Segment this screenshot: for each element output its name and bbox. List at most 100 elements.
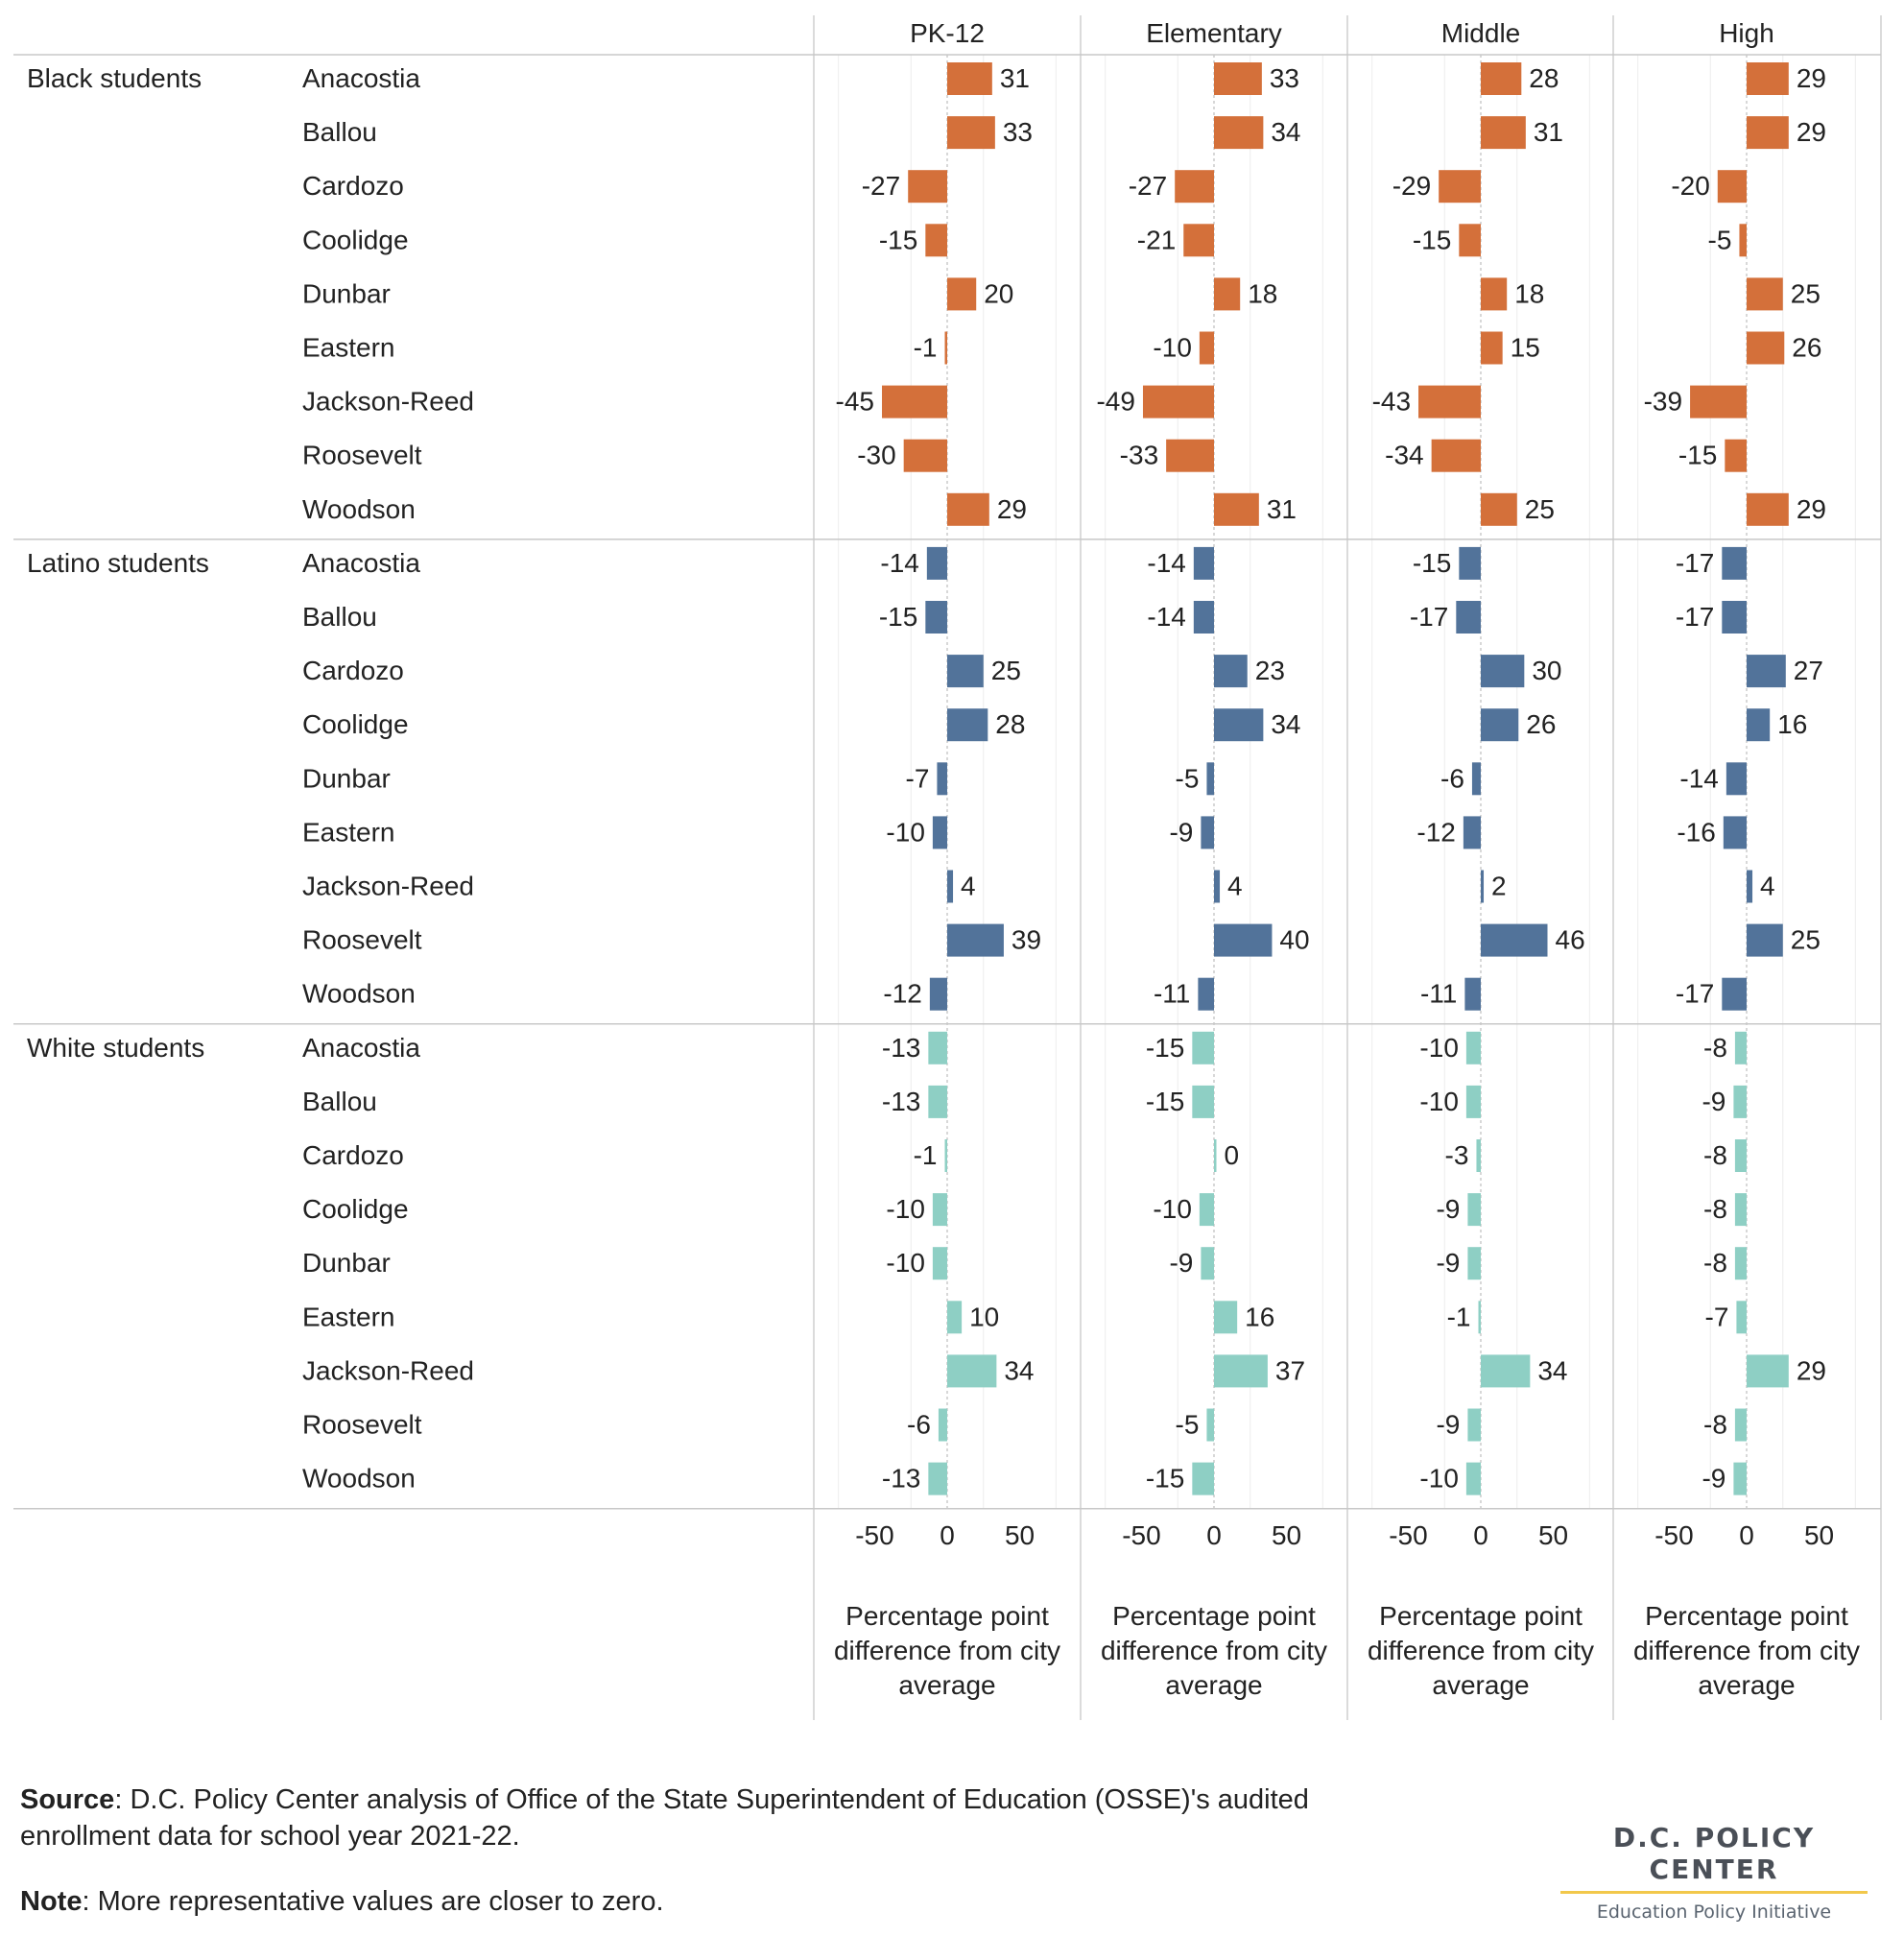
bar	[1175, 170, 1214, 203]
school-label: Ballou	[302, 1087, 377, 1116]
data-label: 31	[1534, 117, 1563, 147]
bar	[947, 655, 984, 688]
school-label: Coolidge	[302, 225, 409, 254]
bar	[1481, 116, 1526, 150]
tick-label: -50	[1389, 1520, 1427, 1550]
bar	[1192, 1462, 1214, 1495]
data-label: 33	[1270, 63, 1299, 93]
data-label: 40	[1279, 925, 1309, 955]
data-label: 4	[961, 872, 976, 901]
tick-label: 50	[1272, 1520, 1301, 1550]
bar	[1739, 224, 1747, 257]
bar	[947, 62, 992, 95]
school-label: Anacostia	[302, 1033, 420, 1063]
data-label: 29	[1797, 63, 1826, 93]
school-label: Cardozo	[302, 171, 404, 201]
data-label: 18	[1248, 278, 1277, 308]
data-label: -11	[1420, 979, 1457, 1009]
school-label: Dunbar	[302, 278, 391, 308]
bar	[1725, 439, 1747, 472]
bar	[1747, 492, 1789, 526]
axis-title-line: difference from city	[834, 1636, 1060, 1665]
bar	[928, 1031, 947, 1064]
data-label: -6	[1440, 763, 1464, 793]
bar	[1214, 1354, 1268, 1388]
data-label: -27	[862, 171, 900, 201]
source-label: Source	[20, 1784, 115, 1815]
data-label: 15	[1511, 333, 1540, 363]
school-label: Jackson-Reed	[302, 387, 474, 417]
axis-title-line: difference from city	[1633, 1636, 1860, 1665]
data-label: -27	[1129, 171, 1167, 201]
logo-name: D.C. POLICY CENTER	[1560, 1822, 1868, 1894]
bar	[1726, 762, 1747, 796]
bar	[1481, 331, 1503, 365]
bar	[1456, 601, 1481, 634]
tick-label: 0	[1739, 1520, 1754, 1550]
data-label: 27	[1794, 656, 1823, 685]
school-label: Woodson	[302, 494, 416, 524]
data-label: -1	[914, 333, 938, 363]
data-label: -10	[1419, 1464, 1458, 1494]
bar	[947, 870, 954, 903]
bar	[1747, 1354, 1789, 1388]
data-label: -17	[1410, 602, 1448, 632]
bar	[1736, 1301, 1747, 1334]
school-label: Eastern	[302, 333, 395, 363]
school-label: Woodson	[302, 979, 416, 1009]
source-text: : D.C. Policy Center analysis of Office …	[20, 1784, 1309, 1852]
data-label: -15	[1678, 441, 1717, 470]
bar	[1214, 923, 1273, 957]
data-label: 29	[1797, 494, 1826, 524]
bar	[1201, 1247, 1214, 1280]
data-label: -17	[1676, 602, 1714, 632]
bar	[937, 762, 947, 796]
bar	[1476, 1139, 1481, 1172]
tick-label: -50	[1654, 1520, 1693, 1550]
data-label: 16	[1245, 1302, 1274, 1331]
bar	[1166, 439, 1214, 472]
bar	[928, 1085, 947, 1118]
bar	[1747, 331, 1785, 365]
data-label: -1	[1447, 1302, 1471, 1331]
panel-header-pk-12: PK-12	[910, 18, 985, 48]
bar	[1734, 1193, 1747, 1227]
bar	[947, 923, 1004, 957]
tick-label: -50	[1122, 1520, 1160, 1550]
data-label: -5	[1176, 763, 1200, 793]
data-label: -10	[1419, 1033, 1458, 1063]
axis-title-line: Percentage point	[845, 1601, 1049, 1631]
data-label: -5	[1708, 225, 1732, 254]
data-label: 10	[969, 1302, 999, 1331]
source-note: Source: D.C. Policy Center analysis of O…	[20, 1782, 1440, 1854]
data-label: -15	[1413, 548, 1451, 578]
data-label: -34	[1385, 441, 1423, 470]
bar	[1478, 1301, 1481, 1334]
school-label: Jackson-Reed	[302, 1355, 474, 1385]
axis-title-line: average	[1165, 1670, 1262, 1700]
data-label: -8	[1703, 1140, 1727, 1170]
bar	[1214, 1301, 1238, 1334]
data-label: 30	[1532, 656, 1561, 685]
bar	[1206, 762, 1214, 796]
bar	[938, 1408, 947, 1442]
school-label: Dunbar	[302, 1248, 391, 1278]
data-label: -10	[1153, 333, 1191, 363]
data-label: -7	[1705, 1302, 1729, 1331]
bar	[1193, 601, 1214, 634]
data-label: -14	[1679, 763, 1718, 793]
bar	[1199, 331, 1214, 365]
school-label: Ballou	[302, 117, 377, 147]
data-label: -3	[1445, 1140, 1469, 1170]
data-label: 4	[1760, 872, 1775, 901]
data-label: 2	[1491, 872, 1507, 901]
axis-title-line: difference from city	[1368, 1636, 1594, 1665]
data-label: 25	[1525, 494, 1555, 524]
data-label: 18	[1514, 278, 1544, 308]
bar	[1142, 385, 1214, 418]
data-label: -9	[1436, 1194, 1460, 1224]
tick-label: 50	[1005, 1520, 1035, 1550]
school-label: Anacostia	[302, 548, 420, 578]
bar	[1463, 816, 1481, 849]
data-label: -15	[879, 602, 917, 632]
